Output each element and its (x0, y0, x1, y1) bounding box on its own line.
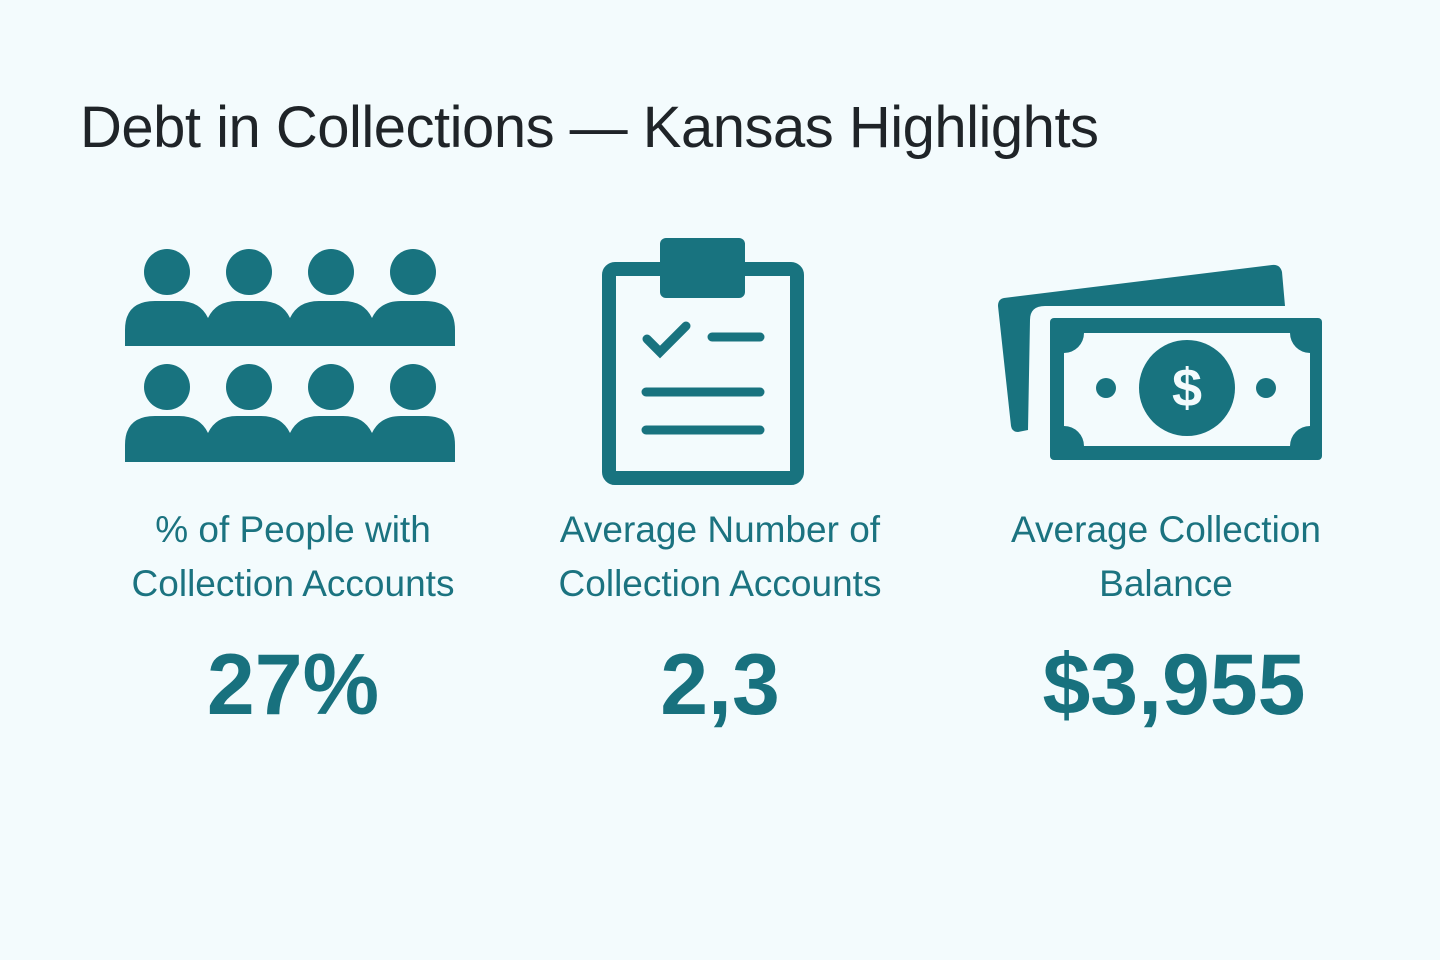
label-line: Balance (1099, 563, 1233, 604)
stat-label-avg-accounts: Average Number of Collection Accounts (500, 503, 940, 611)
stat-value-avg-balance: $3,955 (1042, 637, 1306, 733)
clipboard-checklist-icon (602, 238, 804, 485)
stat-label-people-percent: % of People with Collection Accounts (73, 503, 513, 611)
people-group-icon (125, 249, 455, 462)
dollar-sign-icon: $ (1172, 358, 1202, 418)
label-line: Average Collection (1011, 509, 1321, 550)
label-line: Collection Accounts (131, 563, 455, 604)
label-line: Collection Accounts (558, 563, 882, 604)
label-line: Average Number of (559, 509, 881, 550)
stat-value-avg-accounts: 2,3 (660, 637, 780, 733)
label-line: % of People with (155, 509, 431, 550)
page-title: Debt in Collections — Kansas Highlights (80, 95, 1099, 160)
stat-value-people-percent: 27% (206, 637, 380, 733)
stat-label-avg-balance: Average Collection Balance (946, 503, 1386, 611)
money-bills-icon: $ (998, 264, 1322, 460)
